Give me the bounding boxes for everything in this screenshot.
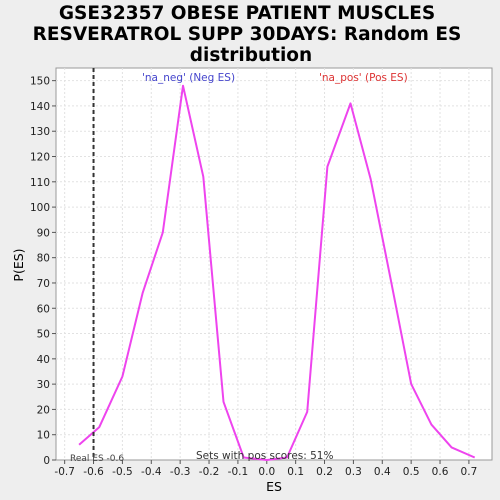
y-tick-label: 0	[43, 455, 50, 467]
y-tick-label: 20	[37, 404, 50, 416]
y-tick-label: 140	[30, 101, 50, 113]
y-tick-label: 60	[37, 303, 50, 315]
y-tick-label: 120	[30, 152, 50, 164]
y-tick-label: 90	[37, 227, 50, 239]
x-tick-label: -0.1	[228, 466, 249, 478]
x-tick-label: 0.2	[316, 466, 333, 478]
x-tick-label: -0.3	[170, 466, 191, 478]
x-tick-label: 0.7	[461, 466, 478, 478]
x-tick-label: 0.5	[403, 466, 420, 478]
x-tick-label: -0.5	[112, 466, 133, 478]
chart-title-line-3: distribution	[190, 45, 312, 66]
y-tick-label: 70	[37, 278, 50, 290]
y-tick-label: 50	[37, 329, 50, 341]
y-tick-label: 80	[37, 253, 50, 265]
neg-es-label: 'na_neg' (Neg ES)	[142, 72, 235, 84]
y-axis-label: P(ES)	[11, 248, 26, 281]
y-tick-label: 30	[37, 379, 50, 391]
sets-pos-scores-label: Sets with pos scores: 51%	[196, 450, 333, 462]
x-tick-label: 0.6	[432, 466, 449, 478]
x-axis-label: ES	[266, 479, 282, 494]
y-tick-label: 100	[30, 202, 50, 214]
x-tick-label: -0.2	[199, 466, 220, 478]
chart-title-line-1: GSE32357 OBESE PATIENT MUSCLES	[59, 3, 435, 24]
pos-es-label: 'na_pos' (Pos ES)	[319, 72, 408, 84]
x-tick-label: 0.4	[374, 466, 391, 478]
y-tick-label: 130	[30, 126, 50, 138]
chart-title-line-2: RESVERATROL SUPP 30DAYS: Random ES	[33, 24, 462, 45]
x-tick-label: 0.1	[287, 466, 304, 478]
series-layer	[78, 68, 476, 461]
x-tick-label: 0.0	[258, 466, 275, 478]
x-tick-label: -0.6	[83, 466, 104, 478]
plot-area	[55, 67, 493, 461]
axes: 0 10 20 30 40 50 60 70 80 90 100 110 120 130 140 150 -0.…	[30, 76, 477, 478]
x-tick-label: -0.4	[141, 466, 162, 478]
y-tick-label: 40	[37, 354, 50, 366]
y-tick-label: 150	[30, 76, 50, 88]
es-distribution-line	[78, 84, 476, 461]
y-tick-label: 110	[30, 177, 50, 189]
y-tick-label: 10	[37, 430, 50, 442]
x-tick-label: -0.7	[54, 466, 75, 478]
x-tick-label: 0.3	[345, 466, 362, 478]
real-es-label: Real ES -0.6	[70, 454, 124, 464]
